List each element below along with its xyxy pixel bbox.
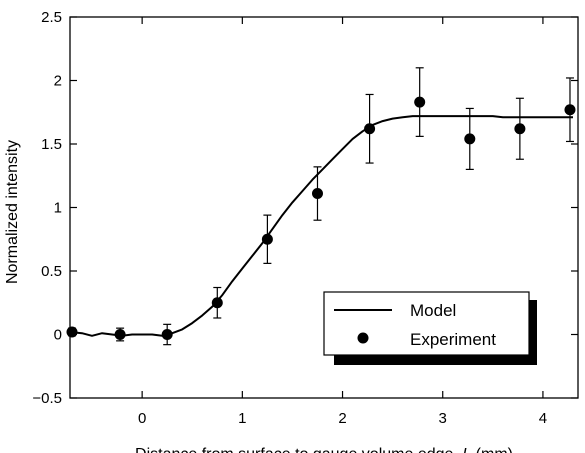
model-curve	[69, 115, 573, 337]
experiment-point	[414, 96, 426, 108]
y-tick-label: 0	[54, 327, 62, 344]
y-tick-label: 1	[54, 200, 62, 217]
x-axis-label: Distance from surface to gauge volume ed…	[135, 446, 513, 453]
experiment-point	[514, 123, 526, 135]
legend-box	[323, 291, 530, 356]
experiment-point	[261, 233, 273, 245]
experiment-point	[564, 104, 576, 116]
x-tick-label: 0	[138, 410, 146, 427]
ticks-layer: 0 1 2 3 4 −0.5 0 0.5 1 1.5 2 2.5	[32, 9, 578, 427]
points-layer	[66, 67, 576, 346]
experiment-point	[464, 133, 476, 145]
y-tick-label: 2.5	[41, 9, 62, 26]
legend: Model Experiment	[323, 291, 537, 365]
y-tick-label: 2	[54, 73, 62, 90]
x-axis-label-unit: (mm)	[471, 446, 513, 453]
y-axis-label: Normalized intensity	[4, 140, 21, 284]
x-tick-label: 1	[238, 410, 246, 427]
experiment-point	[114, 329, 126, 340]
x-tick-label: 2	[338, 410, 346, 427]
y-tick-label: 0.5	[41, 263, 62, 280]
legend-experiment-marker	[357, 332, 369, 344]
experiment-point	[211, 297, 223, 309]
x-axis-label-variable: L	[462, 446, 471, 453]
experiment-point	[66, 326, 78, 338]
model-layer	[69, 115, 573, 337]
x-tick-label: 3	[439, 410, 447, 427]
x-axis-label-prefix: Distance from surface to gauge volume ed…	[135, 446, 462, 453]
legend-model-label: Model	[410, 301, 456, 320]
experiment-point	[311, 188, 323, 200]
x-tick-label: 4	[539, 410, 547, 427]
experiment-point	[161, 329, 173, 340]
y-tick-label: −0.5	[32, 390, 62, 407]
experiment-point	[364, 123, 376, 135]
legend-experiment-label: Experiment	[410, 330, 496, 349]
y-tick-label: 1.5	[41, 136, 62, 153]
